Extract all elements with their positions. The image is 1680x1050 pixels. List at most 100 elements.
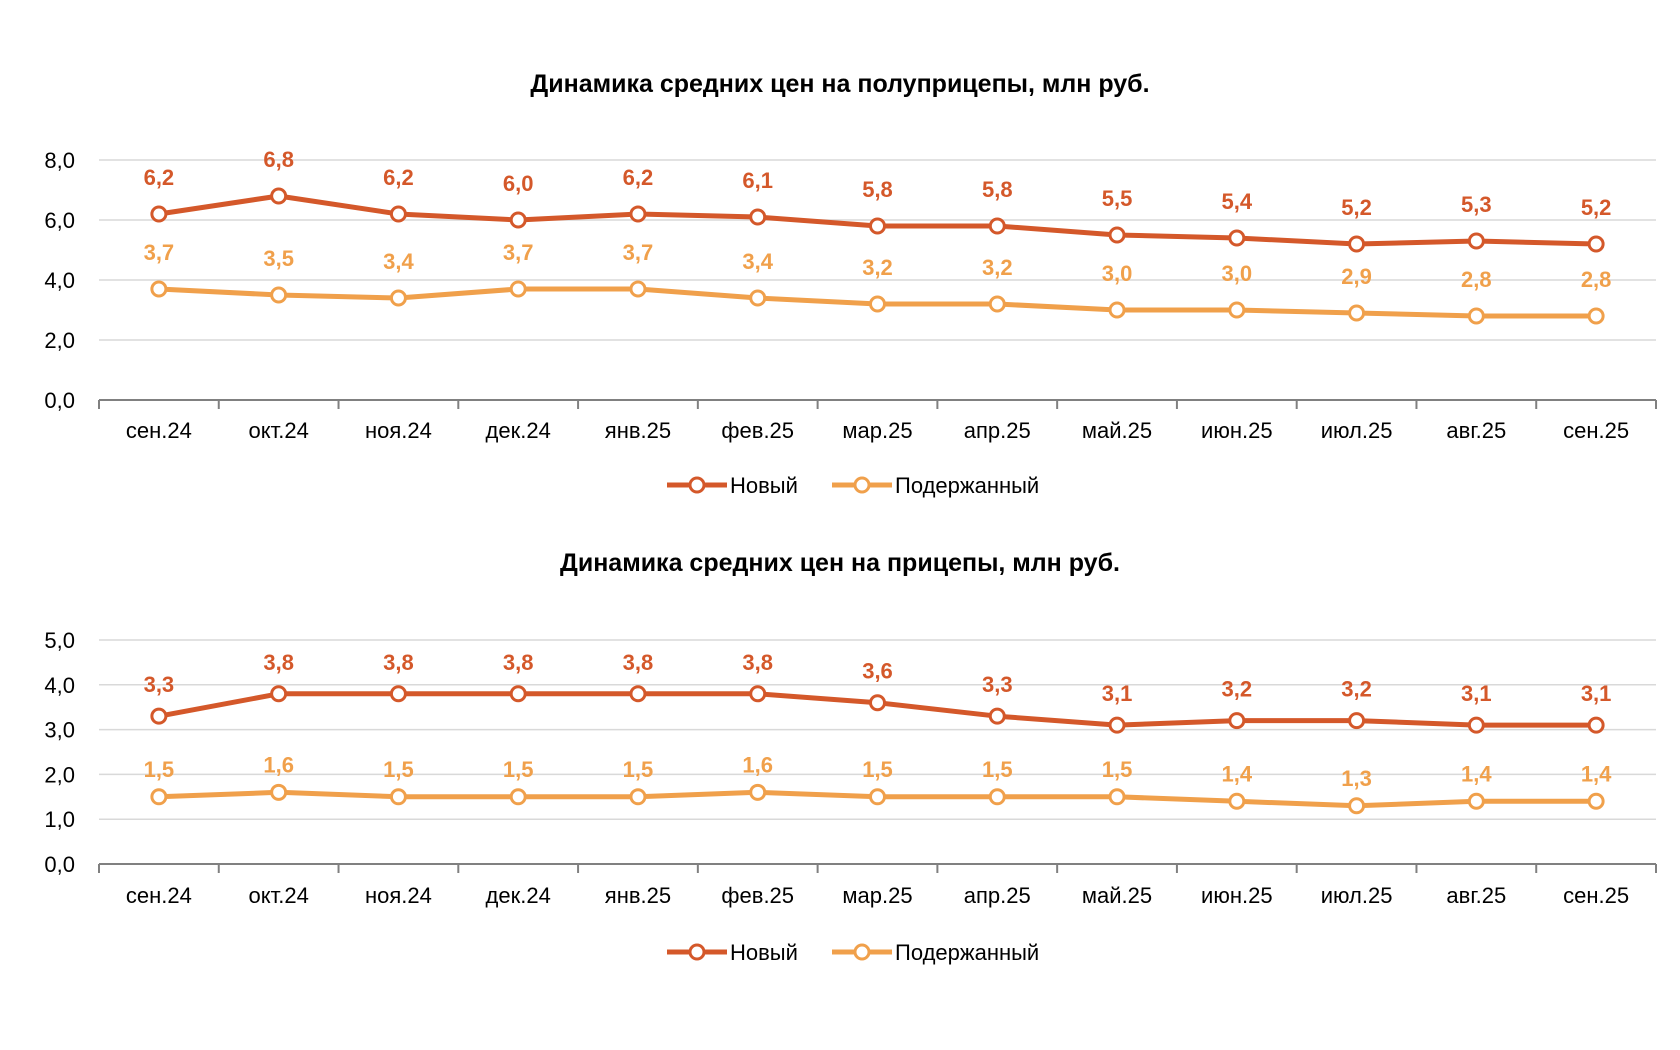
data-label: 3,7 [503,240,534,265]
data-label: 6,1 [742,168,773,193]
data-point [749,289,767,307]
data-point [988,295,1006,313]
data-label: 6,2 [144,165,175,190]
legend-item: Новый [667,473,798,498]
y-tick-label: 8,0 [44,148,75,173]
x-tick-label: сен.25 [1563,883,1629,908]
data-label: 3,3 [982,672,1013,697]
data-point [1587,235,1605,253]
x-tick-label: ноя.24 [365,883,432,908]
x-tick-label: июн.25 [1201,883,1273,908]
data-point [1467,716,1485,734]
data-point [629,280,647,298]
data-label: 5,2 [1341,195,1372,220]
data-point [869,788,886,806]
chart-title: Динамика средних цен на прицепы, млн руб… [560,549,1120,577]
legend-label: Подержанный [895,473,1039,498]
data-point [1348,712,1366,730]
x-tick-label: авг.25 [1446,418,1506,443]
data-label: 1,4 [1581,761,1612,786]
data-label: 3,2 [862,255,893,280]
data-label: 1,5 [862,757,893,782]
data-label: 3,7 [144,240,175,265]
x-tick-label: окт.24 [248,418,308,443]
data-point [629,205,647,223]
x-tick-label: ноя.24 [365,418,432,443]
data-point [988,788,1006,806]
data-label: 1,5 [623,757,654,782]
data-label: 1,5 [383,757,414,782]
data-point [1348,797,1366,815]
x-tick-label: дек.24 [486,883,551,908]
trailer-price-chart: Динамика средних цен на прицепы, млн руб… [44,549,1657,965]
x-tick-label: июл.25 [1321,418,1393,443]
data-label: 1,6 [742,752,773,777]
data-point [270,187,288,205]
legend-label: Новый [730,473,798,498]
data-label: 3,7 [623,240,654,265]
data-label: 3,8 [383,650,414,675]
data-label: 3,1 [1461,681,1492,706]
legend-item: Новый [667,940,798,965]
data-label: 3,4 [383,249,414,274]
data-label: 6,2 [623,165,654,190]
x-tick-label: янв.25 [605,883,671,908]
data-label: 3,3 [144,672,175,697]
data-point [1587,307,1605,325]
data-label: 3,2 [982,255,1013,280]
y-tick-label: 4,0 [44,268,75,293]
data-point [629,788,647,806]
y-tick-label: 2,0 [44,762,75,787]
data-label: 5,8 [862,177,893,202]
data-point [509,788,527,806]
y-tick-label: 0,0 [44,388,75,413]
data-label: 3,6 [862,659,893,684]
data-point [1228,792,1246,810]
data-label: 3,0 [1222,261,1253,286]
x-tick-label: сен.25 [1563,418,1629,443]
data-point [1108,788,1126,806]
chart-title: Динамика средних цен на полуприцепы, млн… [530,70,1149,98]
data-point [389,205,407,223]
x-tick-label: апр.25 [964,418,1031,443]
data-point [150,707,168,725]
data-label: 1,5 [1102,757,1133,782]
data-label: 3,1 [1581,681,1612,706]
data-label: 6,2 [383,165,414,190]
data-point [509,211,527,229]
data-label: 1,4 [1461,761,1492,786]
data-label: 3,8 [742,650,773,675]
data-point [389,289,407,307]
data-label: 2,8 [1581,267,1612,292]
data-point [270,685,288,703]
legend-label: Новый [730,940,798,965]
data-point [1348,235,1366,253]
x-tick-label: сен.24 [126,883,192,908]
y-tick-label: 5,0 [44,628,75,653]
x-tick-label: июл.25 [1321,883,1393,908]
data-point [1467,232,1485,250]
x-tick-label: фев.25 [721,883,794,908]
data-point [1467,307,1485,325]
data-label: 2,9 [1341,264,1372,289]
data-point [749,685,767,703]
x-tick-label: май.25 [1082,418,1152,443]
data-label: 6,0 [503,171,534,196]
data-label: 5,2 [1581,195,1612,220]
data-label: 3,1 [1102,681,1133,706]
legend-marker [688,476,706,494]
data-label: 3,8 [263,650,294,675]
data-label: 1,5 [982,757,1013,782]
data-point [1467,792,1485,810]
x-tick-label: мар.25 [842,418,912,443]
legend-marker [853,476,871,494]
data-point [1228,301,1246,319]
data-point [389,685,407,703]
data-label: 1,3 [1341,766,1372,791]
data-label: 3,8 [503,650,534,675]
data-point [150,280,168,298]
data-label: 3,0 [1102,261,1133,286]
legend-item: Подержанный [832,940,1039,965]
data-point [749,783,767,801]
y-tick-label: 0,0 [44,852,75,877]
